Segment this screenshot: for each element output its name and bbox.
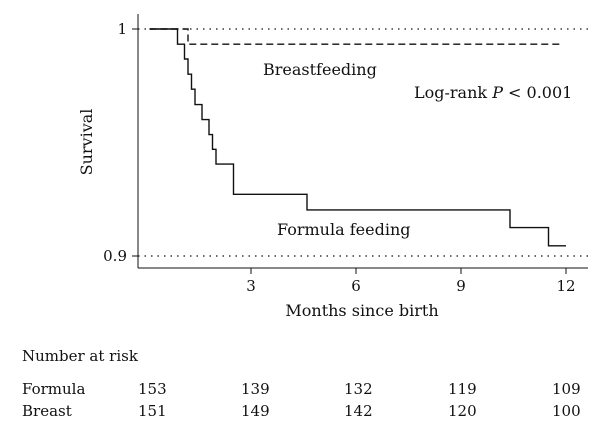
risk-cell: 100 bbox=[552, 402, 581, 420]
risk-cell: 132 bbox=[344, 380, 373, 398]
survival-chart: 3 6 9 12 0.9 1 Survival Months since birth Br… bbox=[77, 14, 588, 320]
risk-row-label: Breast bbox=[22, 402, 72, 420]
series bbox=[149, 28, 566, 247]
risk-cell: 139 bbox=[241, 380, 270, 398]
risk-row-formula: Formula 153 139 132 119 109 bbox=[0, 380, 600, 400]
x-tick-label: 6 bbox=[351, 277, 361, 295]
logrank-annotation: Log-rank P < 0.001 bbox=[414, 83, 572, 102]
risk-cell: 120 bbox=[448, 402, 477, 420]
y-axis-label: Survival bbox=[77, 109, 96, 176]
x-tick-label: 12 bbox=[556, 277, 575, 295]
logrank-suffix: < 0.001 bbox=[503, 83, 572, 102]
risk-row-label: Formula bbox=[22, 380, 86, 398]
risk-cell: 151 bbox=[138, 402, 167, 420]
x-tick-label: 9 bbox=[456, 277, 466, 295]
x-axis-label: Months since birth bbox=[285, 301, 438, 320]
breastfeeding-label: Breastfeeding bbox=[263, 60, 377, 79]
formula-feeding-label: Formula feeding bbox=[277, 220, 411, 239]
formula-feeding-curve bbox=[149, 28, 566, 247]
risk-table-title: Number at risk bbox=[22, 347, 138, 365]
axes bbox=[137, 14, 588, 269]
y-tick-label: 0.9 bbox=[103, 247, 127, 265]
x-tick-label: 3 bbox=[246, 277, 256, 295]
y-tick-label: 1 bbox=[117, 20, 127, 38]
risk-cell: 149 bbox=[241, 402, 270, 420]
ticks: 3 6 9 12 0.9 1 bbox=[103, 20, 575, 295]
risk-cell: 119 bbox=[448, 380, 477, 398]
risk-cell: 109 bbox=[552, 380, 581, 398]
risk-cell: 153 bbox=[138, 380, 167, 398]
risk-row-breast: Breast 151 149 142 120 100 bbox=[0, 402, 600, 422]
breastfeeding-curve bbox=[149, 28, 563, 45]
logrank-prefix: Log-rank bbox=[414, 83, 492, 102]
risk-cell: 142 bbox=[344, 402, 373, 420]
logrank-p: P bbox=[491, 83, 503, 102]
